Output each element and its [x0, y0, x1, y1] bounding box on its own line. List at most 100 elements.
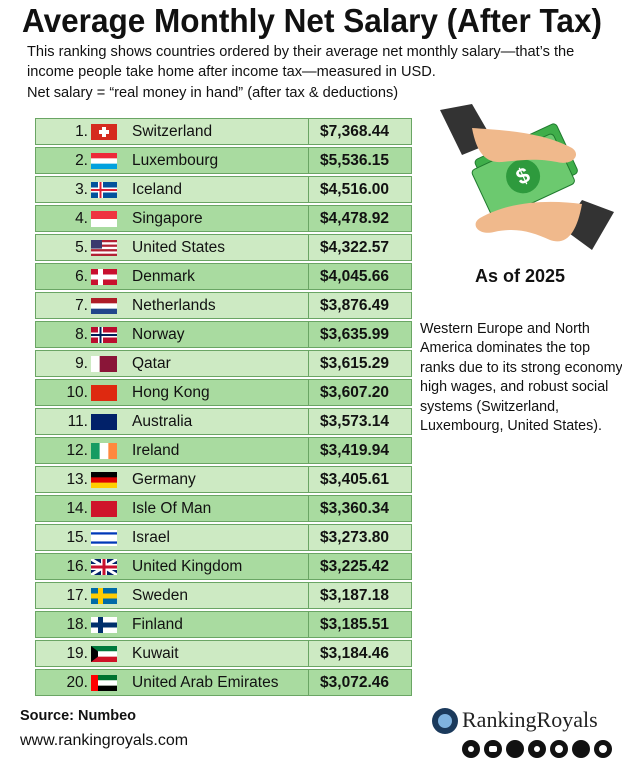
flag-part: [91, 543, 117, 546]
flag-part: [91, 308, 117, 314]
table-row: 8. Norway $3,635.99: [35, 321, 412, 348]
country: Germany: [132, 471, 196, 488]
rank: 12.: [66, 442, 88, 459]
column-divider: [308, 670, 309, 695]
salary: $3,419.94: [320, 442, 389, 459]
column-divider: [308, 177, 309, 202]
flag-part: [91, 443, 100, 459]
rank: 7.: [75, 297, 88, 314]
salary: $3,184.46: [320, 645, 389, 662]
flag-part: [91, 303, 117, 309]
salary: $4,045.66: [320, 268, 389, 285]
table-row: 14. Isle Of Man $3,360.34: [35, 495, 412, 522]
rank: 20.: [66, 674, 88, 691]
country: Kuwait: [132, 645, 179, 662]
flag-icon: [91, 559, 117, 575]
flag-part: [91, 298, 117, 304]
column-divider: [308, 641, 309, 666]
note-line: ranks due to its strong economy,: [420, 359, 622, 376]
title: Average Monthly Net Salary (After Tax): [22, 2, 602, 39]
table-row: 7. Netherlands $3,876.49: [35, 292, 412, 319]
country: Netherlands: [132, 297, 216, 314]
table-row: 18. Finland $3,185.51: [35, 611, 412, 638]
country: Australia: [132, 413, 193, 430]
subtitle-line: income people take home after income tax…: [27, 64, 436, 80]
salary: $7,368.44: [320, 123, 389, 140]
country: Qatar: [132, 355, 171, 372]
table-row: 1. Switzerland $7,368.44: [35, 118, 412, 145]
country: Luxembourg: [132, 152, 219, 169]
flag-part: [91, 646, 98, 662]
flag-icon: [91, 646, 117, 662]
salary: $3,573.14: [320, 413, 389, 430]
salary: $3,405.61: [320, 471, 389, 488]
salary: $3,615.29: [320, 355, 389, 372]
note: Western Europe and North America dominat…: [420, 320, 622, 436]
rank: 5.: [75, 239, 88, 256]
flag-icon: [91, 298, 117, 314]
rank: 13.: [66, 471, 88, 488]
flag-part: [91, 211, 117, 220]
salary: $3,072.46: [320, 674, 389, 691]
flag-part: [91, 656, 117, 662]
rank: 17.: [66, 587, 88, 604]
flag-icon: [91, 472, 117, 488]
table-row: 19. Kuwait $3,184.46: [35, 640, 412, 667]
country: Ireland: [132, 442, 180, 459]
note-line: America dominates the top: [420, 340, 591, 357]
flag-icon: [91, 240, 117, 256]
flag-part: [91, 534, 117, 538]
column-divider: [308, 264, 309, 289]
column-divider: [308, 612, 309, 637]
rank: 4.: [75, 210, 88, 227]
rank: 6.: [75, 268, 88, 285]
flag-part: [91, 251, 117, 254]
title-area: Average Monthly Net Salary (After Tax): [22, 2, 602, 39]
salary: $4,322.57: [320, 239, 389, 256]
hand: [472, 128, 577, 163]
flag-part: [91, 646, 117, 652]
website: www.rankingroyals.com: [20, 732, 189, 749]
flag-part: [91, 536, 117, 540]
table-row: 6. Denmark $4,045.66: [35, 263, 412, 290]
flag-part: [99, 443, 109, 459]
table-row: 2. Luxembourg $5,536.15: [35, 147, 412, 174]
flag-icon: [91, 443, 117, 459]
note-line: Luxembourg, United States).: [420, 418, 602, 435]
rank: 14.: [66, 500, 88, 517]
column-divider: [308, 380, 309, 405]
flag-part: [108, 356, 117, 372]
table-row: 17. Sweden $3,187.18: [35, 582, 412, 609]
flag-part: [91, 385, 117, 401]
table-row: 20. United Arab Emirates $3,072.46: [35, 669, 412, 696]
flag-part: [91, 276, 117, 278]
flag-part: [91, 189, 117, 191]
subtitle-line: Net salary = “real money in hand” (after…: [27, 85, 399, 101]
flag-part: [91, 541, 117, 544]
column-divider: [308, 235, 309, 260]
flag-part: [91, 253, 117, 256]
country: Norway: [132, 326, 185, 343]
salary: $5,536.15: [320, 152, 389, 169]
country: United States: [132, 239, 226, 256]
rank: 2.: [75, 152, 88, 169]
country: Israel: [132, 529, 170, 546]
flag-icon: [91, 211, 117, 227]
column-divider: [308, 206, 309, 231]
social-icons: [462, 740, 612, 758]
flag-part: [91, 685, 117, 691]
flag-part: [91, 334, 117, 336]
flag-part: [91, 244, 117, 247]
rank: 18.: [66, 616, 88, 633]
table-row: 5. United States $4,322.57: [35, 234, 412, 261]
rank: 3.: [75, 181, 88, 198]
rank: 15.: [66, 529, 88, 546]
flag-part: [99, 356, 109, 372]
flag-part: [91, 246, 117, 250]
salary: $4,516.00: [320, 181, 389, 198]
table-row: 9. Qatar $3,615.29: [35, 350, 412, 377]
country: Finland: [132, 616, 183, 633]
flag-icon: [91, 501, 117, 517]
rank: 19.: [66, 645, 88, 662]
flag-icon: [91, 269, 117, 285]
